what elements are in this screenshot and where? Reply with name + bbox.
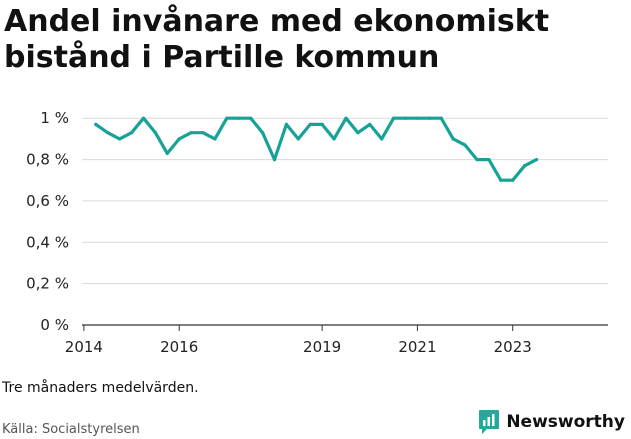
y-tick-label: 0,2 % — [26, 275, 69, 293]
data-point — [320, 122, 324, 127]
data-series — [94, 116, 539, 182]
data-point — [94, 122, 98, 127]
source-text: Källa: Socialstyrelsen — [2, 422, 140, 437]
data-point — [356, 131, 360, 135]
data-point — [260, 131, 265, 135]
data-point — [415, 116, 420, 120]
data-point — [332, 137, 336, 141]
data-point — [344, 116, 348, 120]
data-point — [129, 131, 134, 135]
data-point — [439, 116, 443, 120]
data-point — [380, 137, 384, 141]
data-point — [237, 116, 241, 120]
chart-note: Tre månaders medelvärden. — [2, 380, 199, 396]
data-point — [475, 157, 479, 162]
data-point — [177, 137, 181, 141]
data-point — [391, 116, 396, 120]
data-point — [487, 157, 491, 162]
y-axis-ticks: 0 % 0,2 % 0,4 % 0,6 % 0,8 % 1 % — [26, 109, 69, 334]
data-point — [141, 116, 146, 120]
data-point — [284, 122, 288, 127]
data-point — [403, 116, 408, 120]
data-point — [272, 157, 277, 162]
y-tick-label: 1 % — [40, 109, 69, 127]
data-point — [189, 131, 193, 135]
data-point — [511, 178, 515, 182]
series-line — [94, 116, 539, 182]
data-point — [523, 164, 527, 168]
y-tick-label: 0,6 % — [26, 192, 69, 210]
data-point — [463, 143, 467, 147]
data-point — [225, 116, 229, 120]
data-point — [534, 157, 539, 162]
data-point — [427, 116, 431, 120]
x-tick-label: 2023 — [494, 338, 532, 356]
data-point — [118, 137, 122, 141]
data-point — [106, 131, 110, 135]
newsworthy-logo: Newsworthy — [478, 409, 625, 435]
gridlines — [82, 117, 608, 326]
x-tick-label: 2019 — [303, 338, 341, 356]
x-axis-ticks: 2014 2016 2019 2021 2023 — [65, 325, 532, 356]
x-tick-label: 2021 — [398, 338, 436, 356]
data-point — [249, 116, 253, 120]
newsworthy-logo-icon — [479, 410, 500, 434]
line-chart: 0 %0,2 %0,4 %0,6 %0,8 %1 % 2014 2016 2019 2… — [26, 109, 608, 356]
data-point — [213, 137, 217, 141]
y-tick-label: 0,4 % — [26, 233, 69, 251]
chart-title: Andel invånare med ekonomiskt bistånd i … — [4, 4, 550, 75]
data-point — [165, 151, 169, 155]
brand-name: Newsworthy — [506, 412, 625, 432]
data-point — [201, 131, 205, 135]
data-point — [153, 131, 157, 135]
data-point — [368, 122, 372, 127]
y-tick-label: 0,8 % — [26, 151, 69, 169]
x-tick-label: 2016 — [160, 338, 198, 356]
x-tick-label: 2014 — [65, 338, 103, 356]
data-point — [499, 178, 503, 182]
data-point — [296, 137, 300, 141]
y-tick-label: 0 % — [40, 316, 69, 334]
data-point — [451, 137, 455, 141]
data-point — [308, 122, 312, 127]
